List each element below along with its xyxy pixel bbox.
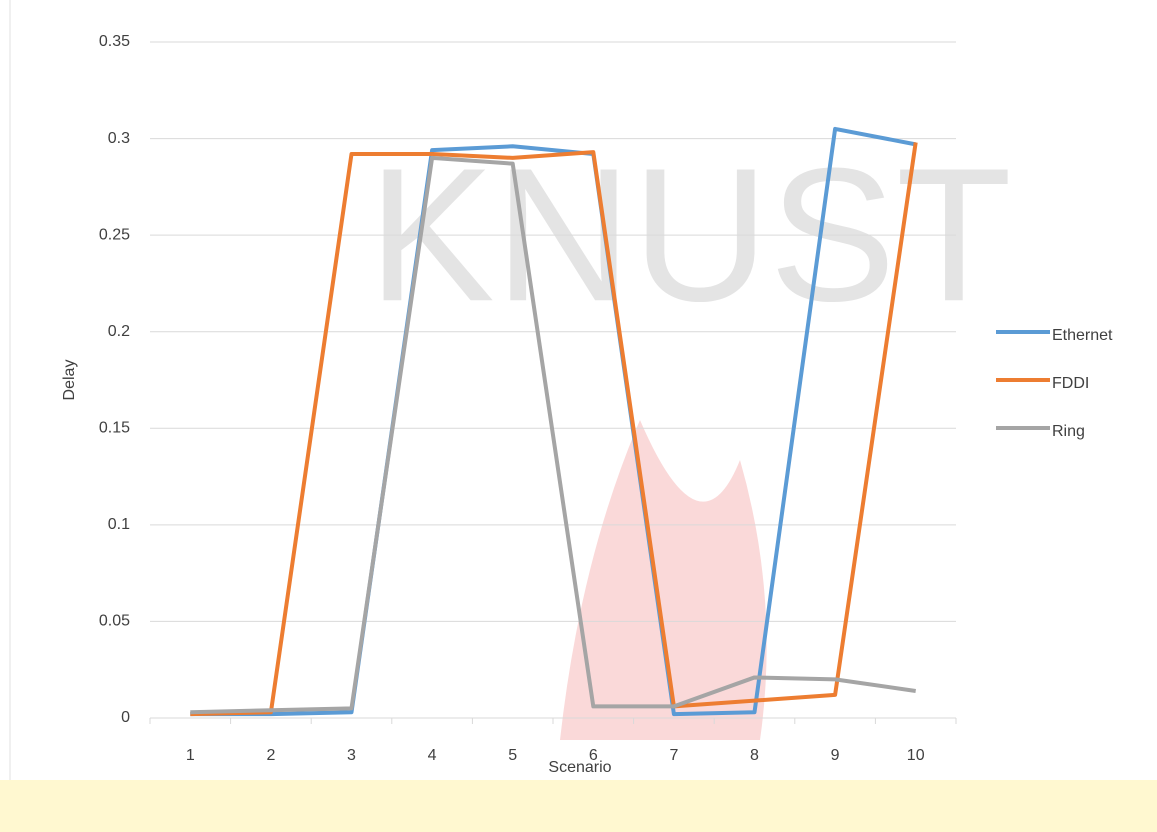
x-tick-label: 5 <box>508 747 517 764</box>
y-tick-label: 0.1 <box>108 516 130 533</box>
series-line <box>190 126 917 717</box>
x-tick-label: 2 <box>266 747 275 764</box>
x-tick-label: 4 <box>428 747 437 764</box>
y-axis-label: Delay <box>61 360 78 401</box>
x-axis-label: Scenario <box>548 759 611 776</box>
x-tick-label: 6 <box>589 747 598 764</box>
legend-label: Ethernet <box>1052 327 1113 344</box>
y-tick-label: 0.2 <box>108 323 130 340</box>
x-tick-label: 8 <box>750 747 759 764</box>
y-tick-label: 0.25 <box>99 226 130 243</box>
x-tick-label: 1 <box>186 747 195 764</box>
series-line <box>190 142 918 717</box>
y-tick-label: 0.35 <box>99 33 130 50</box>
y-tick-label: 0.3 <box>108 130 130 147</box>
x-tick-label: 10 <box>907 747 925 764</box>
x-tick-label: 9 <box>831 747 840 764</box>
y-tick-label: 0.05 <box>99 613 130 630</box>
watermark-flame <box>560 420 767 740</box>
legend-label: Ring <box>1052 423 1085 440</box>
background-stripe <box>0 780 1157 832</box>
x-tick-label: 3 <box>347 747 356 764</box>
legend-label: FDDI <box>1052 375 1089 392</box>
x-tick-label: 7 <box>669 747 678 764</box>
y-tick-label: 0 <box>121 709 130 726</box>
series-line <box>190 155 916 715</box>
y-tick-label: 0.15 <box>99 420 130 437</box>
